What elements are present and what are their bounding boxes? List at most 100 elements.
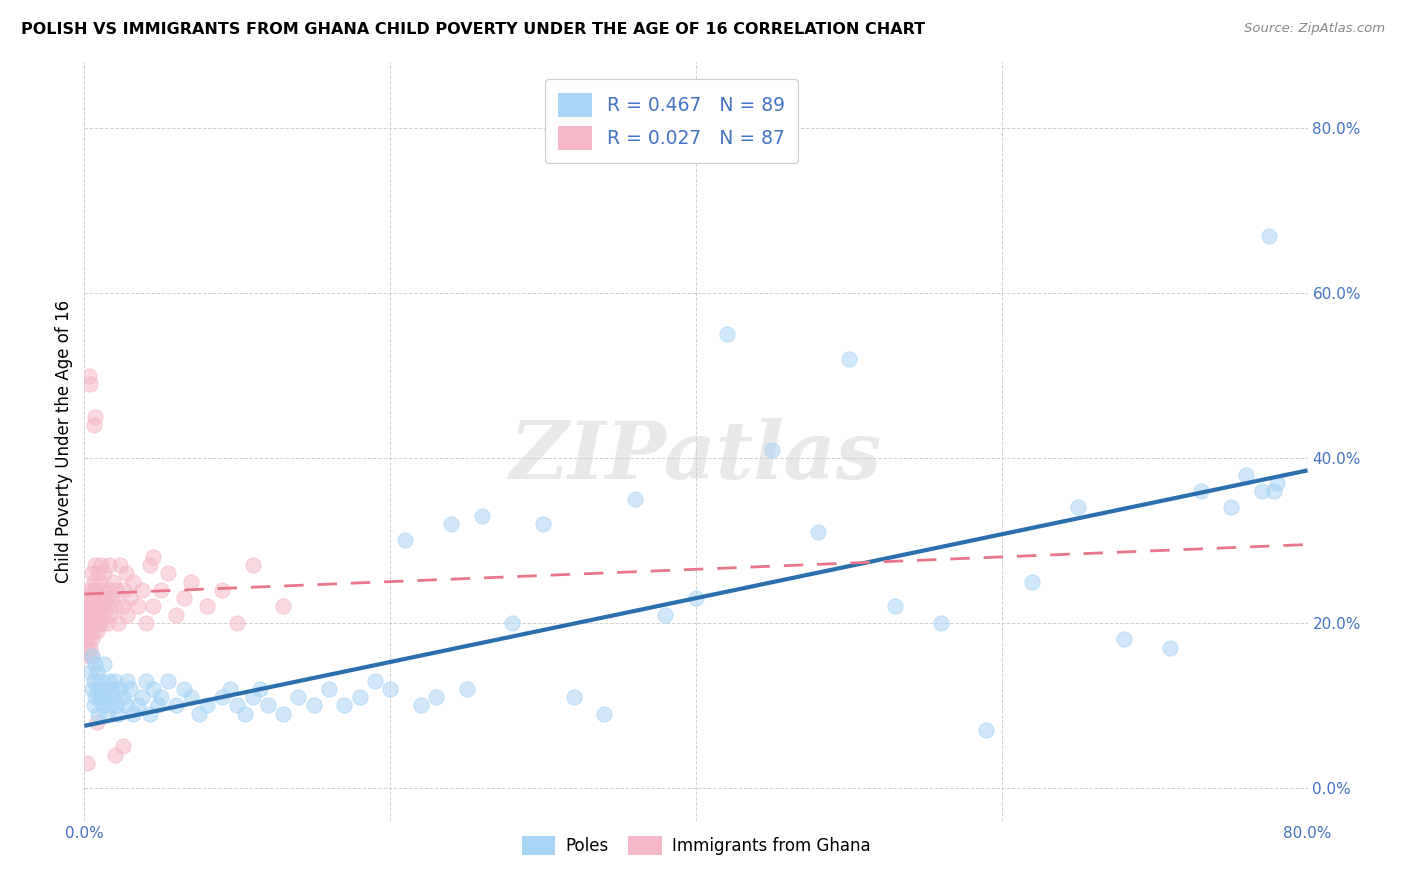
Point [242, 690, 264, 704]
Point [80, 566, 103, 581]
Point [195, 698, 218, 713]
Point [425, 690, 447, 704]
Point [98, 607, 121, 622]
Point [1236, 467, 1258, 482]
Point [111, 739, 134, 754]
Point [233, 706, 256, 721]
Point [139, 558, 162, 573]
Point [287, 690, 309, 704]
Point [84, 690, 107, 704]
Point [77, 615, 100, 630]
Point [142, 549, 165, 564]
Point [173, 681, 195, 696]
Point [149, 690, 172, 704]
Point [131, 690, 153, 704]
Point [531, 516, 554, 531]
Point [83, 591, 105, 606]
Point [101, 681, 124, 696]
Point [114, 698, 136, 713]
Text: ZIPatlas: ZIPatlas [510, 418, 882, 495]
Point [883, 599, 905, 614]
Point [79, 607, 101, 622]
Point [122, 706, 145, 721]
Point [96, 706, 118, 721]
Point [86, 607, 108, 622]
Point [562, 690, 585, 704]
Point [165, 698, 187, 713]
Point [139, 706, 162, 721]
Point [84, 615, 107, 630]
Point [97, 673, 120, 688]
Point [84, 599, 107, 614]
Point [685, 591, 707, 606]
Point [97, 582, 120, 597]
Point [83, 698, 105, 713]
Point [96, 615, 118, 630]
Point [77, 599, 100, 614]
Point [1263, 483, 1285, 498]
Point [114, 566, 136, 581]
Point [838, 352, 860, 367]
Point [98, 698, 121, 713]
Point [80, 582, 103, 597]
Y-axis label: Child Poverty Under the Age of 16: Child Poverty Under the Age of 16 [55, 300, 73, 583]
Point [83, 624, 105, 639]
Point [90, 673, 112, 688]
Point [80, 648, 103, 663]
Point [104, 599, 127, 614]
Point [75, 615, 97, 630]
Point [761, 442, 783, 457]
Point [87, 566, 110, 581]
Point [142, 599, 165, 614]
Point [1114, 632, 1136, 647]
Point [146, 698, 169, 713]
Point [91, 582, 114, 597]
Point [91, 599, 114, 614]
Point [80, 599, 103, 614]
Point [127, 698, 149, 713]
Point [103, 690, 125, 704]
Point [122, 574, 145, 589]
Point [1265, 475, 1288, 490]
Point [89, 574, 111, 589]
Point [1021, 574, 1043, 589]
Point [302, 698, 325, 713]
Point [94, 591, 117, 606]
Point [94, 690, 117, 704]
Point [86, 624, 108, 639]
Point [80, 632, 103, 647]
Point [180, 690, 202, 704]
Point [502, 615, 524, 630]
Point [83, 418, 105, 433]
Point [211, 690, 233, 704]
Point [131, 582, 153, 597]
Point [226, 615, 249, 630]
Point [111, 599, 134, 614]
Point [135, 615, 157, 630]
Point [654, 607, 676, 622]
Point [84, 657, 107, 671]
Point [135, 673, 157, 688]
Point [195, 599, 218, 614]
Point [86, 591, 108, 606]
Point [77, 648, 100, 663]
Point [79, 624, 101, 639]
Point [87, 615, 110, 630]
Point [76, 756, 98, 770]
Point [76, 591, 98, 606]
Point [76, 640, 98, 655]
Point [90, 558, 112, 573]
Point [86, 681, 108, 696]
Point [127, 599, 149, 614]
Point [79, 376, 101, 391]
Point [93, 657, 115, 671]
Point [471, 508, 494, 523]
Point [180, 574, 202, 589]
Point [77, 632, 100, 647]
Point [271, 706, 294, 721]
Point [79, 640, 101, 655]
Point [76, 607, 98, 622]
Point [115, 673, 138, 688]
Point [242, 558, 264, 573]
Point [93, 681, 115, 696]
